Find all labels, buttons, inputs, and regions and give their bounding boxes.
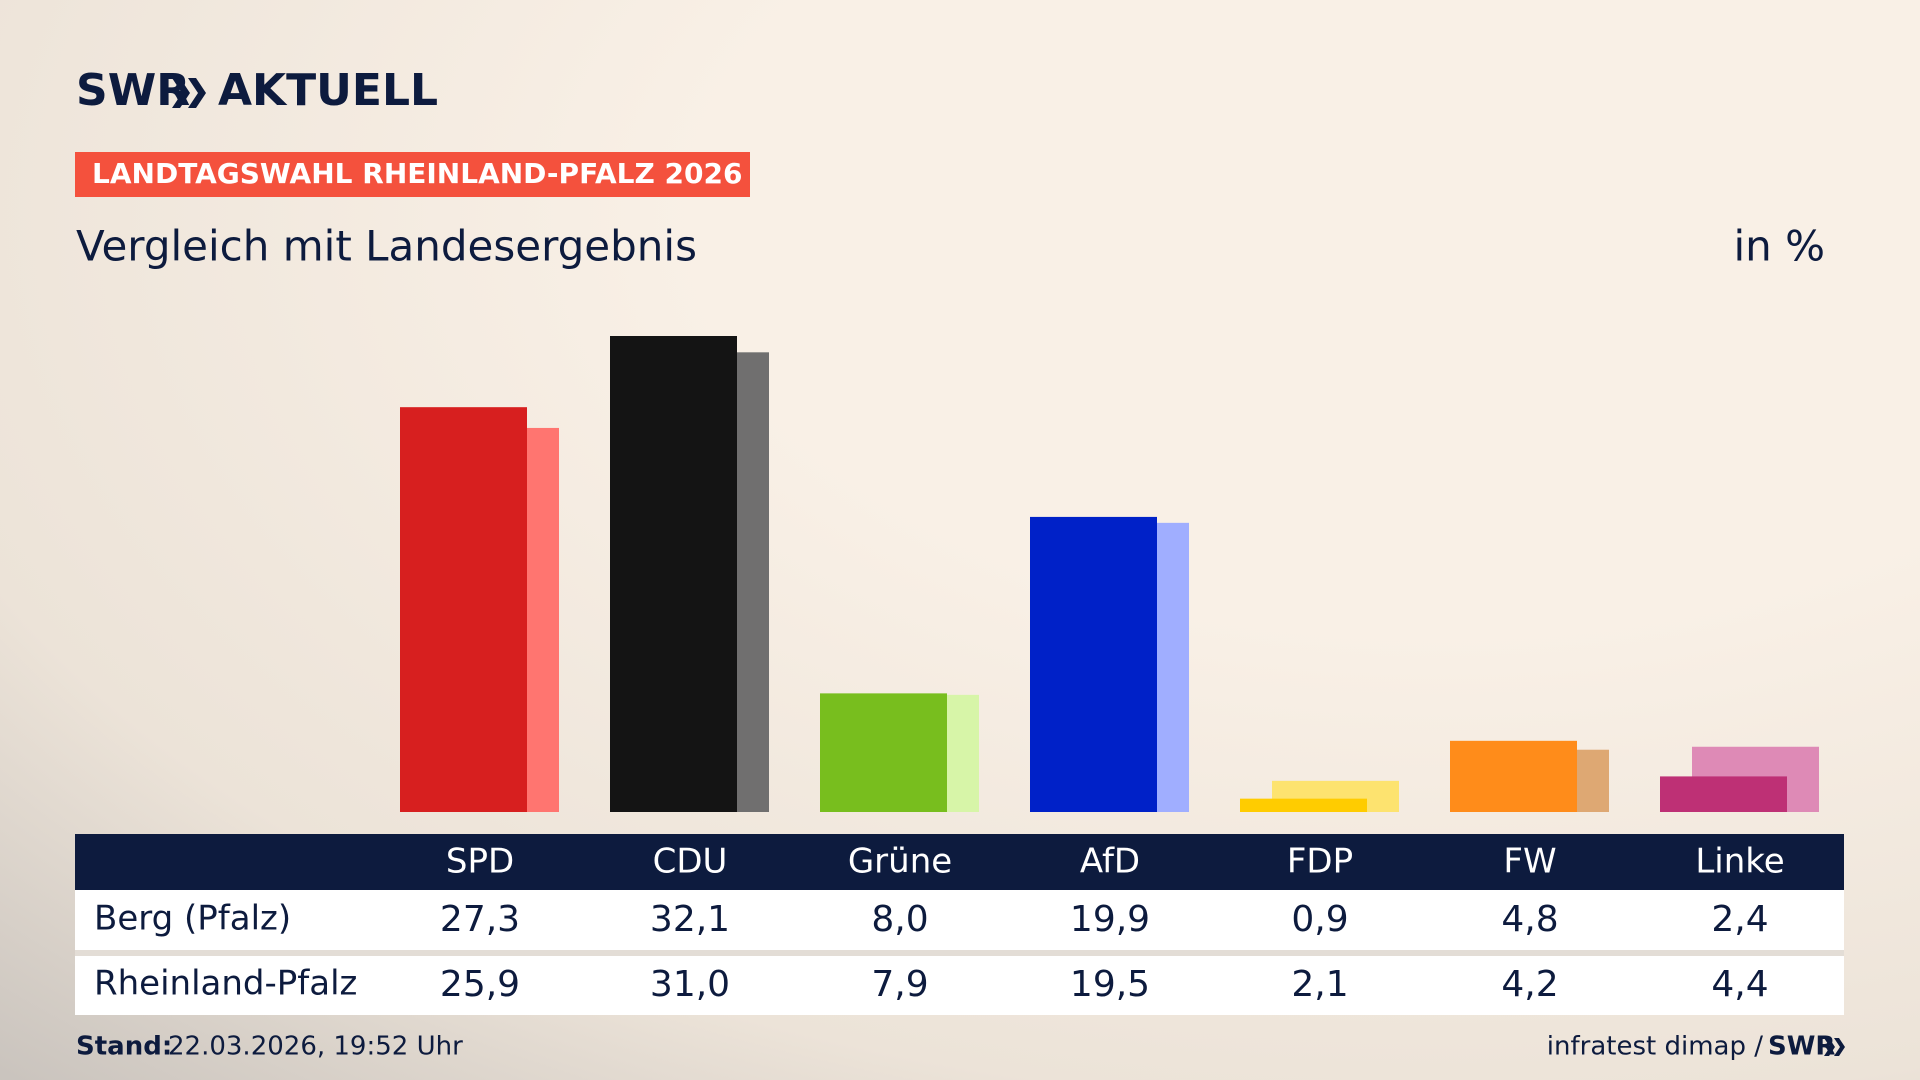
value-label: 19,9 xyxy=(1070,899,1150,940)
table-row xyxy=(75,890,1844,950)
value-label: 19,5 xyxy=(1070,964,1150,1005)
series-name: Rheinland-Pfalz xyxy=(94,964,357,1004)
table-row xyxy=(75,956,1844,1015)
bar xyxy=(610,336,737,812)
value-label: 4,2 xyxy=(1501,964,1558,1005)
value-label: 4,8 xyxy=(1501,899,1558,940)
series-name: Berg (Pfalz) xyxy=(94,899,291,939)
bar xyxy=(1450,740,1577,812)
value-label: 27,3 xyxy=(440,899,520,940)
value-label: 2,1 xyxy=(1291,964,1348,1005)
table-header xyxy=(75,834,1844,890)
logo-chevrons xyxy=(172,78,206,108)
chart-title: Vergleich mit Landesergebnis xyxy=(76,222,697,271)
category-label: CDU xyxy=(653,842,728,882)
footer-chevrons xyxy=(1824,1038,1845,1056)
category-label: AfD xyxy=(1080,842,1140,882)
value-label: 32,1 xyxy=(650,899,730,940)
category-label: FDP xyxy=(1287,842,1353,882)
bar xyxy=(820,693,947,812)
category-label: Linke xyxy=(1695,842,1784,882)
banner xyxy=(75,152,750,197)
logo: SWR xyxy=(76,65,190,116)
bar xyxy=(400,407,527,812)
value-label: 2,4 xyxy=(1711,899,1768,940)
category-label: SPD xyxy=(446,842,514,882)
logo-suffix: AKTUELL xyxy=(218,65,438,116)
value-label: 4,4 xyxy=(1711,964,1768,1005)
value-label: 25,9 xyxy=(440,964,520,1005)
value-label: 8,0 xyxy=(871,899,928,940)
unit-label: in % xyxy=(1733,222,1825,271)
source: infratest dimap / xyxy=(1547,1032,1763,1062)
stand-label: Stand: xyxy=(76,1032,172,1062)
value-label: 7,9 xyxy=(871,964,928,1005)
value-label: 0,9 xyxy=(1291,899,1348,940)
banner-text: LANDTAGSWAHL RHEINLAND-PFALZ 2026 xyxy=(92,157,742,190)
category-label: Grüne xyxy=(848,842,952,882)
footer-brand: SWR xyxy=(1768,1032,1835,1062)
category-label: FW xyxy=(1503,842,1556,882)
bar xyxy=(1240,798,1367,812)
stand: 22.03.2026, 19:52 Uhr xyxy=(168,1032,463,1062)
bar xyxy=(1030,516,1157,812)
bar xyxy=(1660,776,1787,812)
value-label: 31,0 xyxy=(650,964,730,1005)
